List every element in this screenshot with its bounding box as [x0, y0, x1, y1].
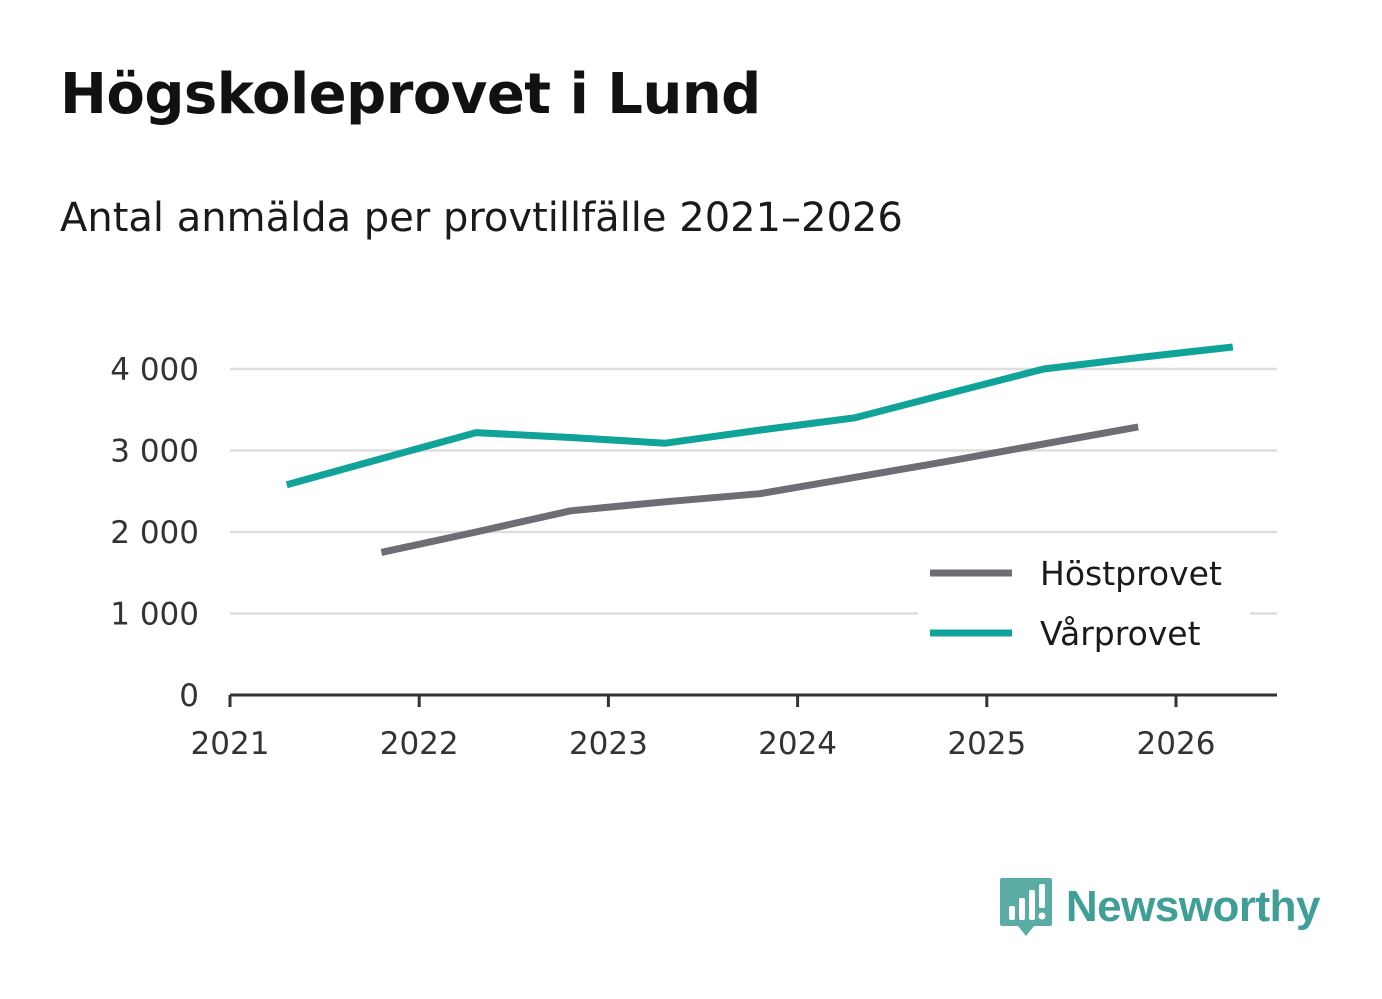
x-axis: 2021 2022 2023 2024 2025 2026 [191, 693, 1277, 762]
x-tick-label: 2025 [947, 726, 1026, 762]
legend: Höstprovet Vårprovet [918, 548, 1250, 666]
x-tick-label: 2022 [380, 726, 459, 762]
y-tick-labels: 0 1 000 2 000 3 000 4 000 [110, 352, 199, 714]
brand-name: Newsworthy [1065, 882, 1321, 931]
chart-title: Högskoleprovet i Lund [60, 62, 761, 127]
x-tick-label: 2026 [1137, 726, 1216, 762]
y-tick-label: 3 000 [110, 434, 199, 470]
series-lines [285, 343, 1234, 556]
x-tick-label: 2021 [191, 726, 270, 762]
series-line-vårprovet [285, 343, 1234, 489]
y-tick-label: 4 000 [110, 352, 199, 388]
legend-label: Vårprovet [1040, 614, 1201, 653]
legend-box [918, 548, 1250, 666]
legend-label: Höstprovet [1040, 554, 1222, 593]
y-tick-label: 2 000 [110, 515, 199, 551]
x-tick-label: 2023 [569, 726, 648, 762]
x-tick-label: 2024 [758, 726, 837, 762]
newsworthy-logo: Newsworthy [998, 876, 1321, 938]
y-tick-label: 0 [179, 678, 199, 714]
y-tick-label: 1 000 [110, 597, 199, 633]
series-line-höstprovet [380, 423, 1139, 556]
chart-subtitle: Antal anmälda per provtillfälle 2021–202… [60, 195, 903, 241]
bar-chart-speech-bubble-icon [999, 878, 1052, 936]
